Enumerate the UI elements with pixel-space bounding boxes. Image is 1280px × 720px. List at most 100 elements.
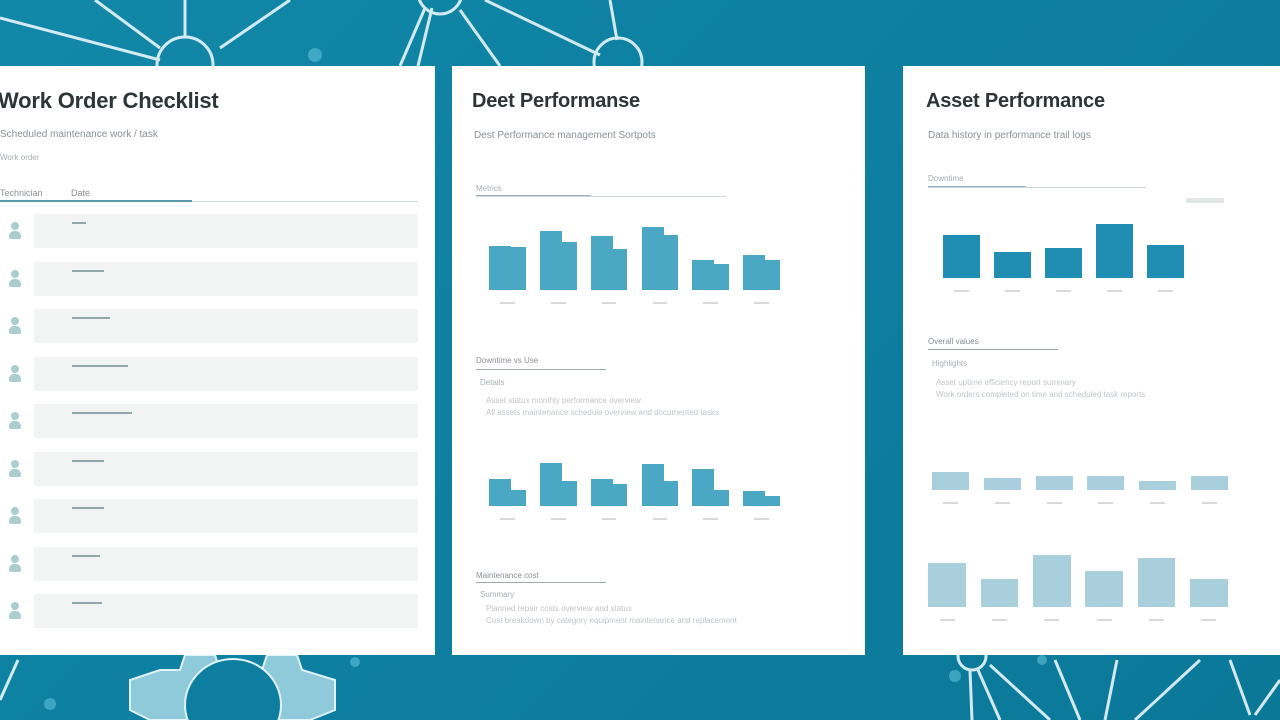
bar[interactable] — [539, 462, 562, 506]
x-tick-label — [1150, 502, 1165, 504]
panel-subtitle: Dest Performance management Sortpots — [474, 130, 656, 141]
bar[interactable] — [1138, 480, 1177, 490]
bar[interactable] — [692, 260, 715, 290]
active-tab-indicator — [0, 200, 192, 202]
checklist-row[interactable] — [0, 546, 418, 581]
x-tick-label — [652, 302, 668, 304]
column-header-technician[interactable]: Technician — [0, 188, 43, 198]
bar[interactable] — [994, 251, 1031, 278]
bar[interactable] — [641, 227, 664, 290]
bar[interactable] — [1096, 223, 1133, 278]
panel-subtitle: Data history in performance trail logs — [928, 130, 1091, 141]
section-sublabel: Highlights — [932, 359, 968, 368]
bar[interactable] — [928, 563, 966, 607]
bar[interactable] — [932, 471, 970, 490]
panel-title: Asset Performance — [926, 90, 1105, 112]
checklist-row[interactable] — [0, 499, 418, 533]
row-text-placeholder — [72, 269, 104, 272]
user-icon — [8, 459, 22, 480]
metrics-bar-chart[interactable] — [482, 216, 787, 304]
x-tick-label — [1096, 619, 1112, 621]
bar-segment[interactable] — [612, 249, 628, 290]
column-header-date[interactable]: Date — [71, 188, 91, 198]
downtime-bar-chart[interactable] — [936, 212, 1191, 292]
bar-segment[interactable] — [765, 260, 780, 290]
x-tick-label — [601, 518, 617, 520]
bar[interactable] — [1032, 555, 1071, 607]
bar[interactable] — [1147, 245, 1184, 278]
bar-segment[interactable] — [663, 234, 679, 290]
bar-segment[interactable] — [561, 480, 577, 506]
row-text-placeholder — [72, 554, 100, 557]
bar[interactable] — [943, 235, 980, 278]
row-background — [34, 451, 418, 486]
section-label-overall-values: Overall values — [928, 337, 979, 346]
panel-title: Work Order Checklist — [0, 88, 219, 113]
section-sublabel: Summary — [480, 590, 515, 599]
x-tick-label — [943, 502, 959, 504]
user-icon — [8, 554, 22, 575]
panel-meta: Work order — [0, 153, 40, 162]
x-tick-label — [1107, 290, 1122, 292]
checklist-row[interactable] — [0, 356, 418, 391]
asset-performance-panel-middle: Deet Performanse Dest Performance manage… — [452, 66, 865, 655]
bar[interactable] — [1190, 475, 1228, 490]
row-background — [34, 261, 418, 296]
bar[interactable] — [1045, 248, 1082, 278]
bar[interactable] — [489, 245, 512, 290]
section-label-downtime-vs-use: Downtime vs Use — [476, 356, 539, 365]
bar[interactable] — [1035, 475, 1073, 490]
overall-values-bar-chart-2[interactable] — [921, 542, 1235, 621]
bar-segment[interactable] — [561, 241, 577, 290]
x-tick-label — [995, 502, 1010, 504]
row-text-placeholder — [72, 602, 102, 604]
bar[interactable] — [1087, 475, 1125, 490]
bar[interactable] — [590, 479, 613, 506]
bar-segment[interactable] — [663, 480, 679, 506]
bar[interactable] — [983, 477, 1022, 490]
x-tick-label — [500, 518, 515, 520]
checklist-row[interactable] — [0, 261, 418, 296]
bar-segment[interactable] — [511, 489, 526, 506]
bar[interactable] — [1189, 579, 1228, 607]
bar[interactable] — [743, 254, 766, 290]
row-text-placeholder — [72, 317, 110, 319]
bar[interactable] — [590, 236, 613, 290]
bar[interactable] — [1085, 571, 1123, 607]
x-tick-label — [1098, 502, 1114, 504]
user-icon — [8, 317, 22, 337]
bar[interactable] — [692, 468, 715, 506]
bar[interactable] — [489, 479, 512, 506]
x-tick-label — [1005, 290, 1020, 292]
panel-title: Deet Performanse — [472, 90, 640, 112]
checklist-row[interactable] — [0, 404, 418, 438]
x-tick-label — [550, 518, 566, 520]
bar[interactable] — [641, 464, 664, 506]
user-icon — [8, 269, 22, 290]
section-divider — [928, 187, 1146, 188]
bar[interactable] — [980, 579, 1019, 607]
bar-segment[interactable] — [612, 483, 628, 506]
section-text-line: All assets maintenance schedule overview… — [486, 408, 720, 417]
x-tick-label — [754, 518, 769, 520]
checklist-row[interactable] — [0, 309, 418, 343]
checklist-row[interactable] — [0, 214, 418, 248]
legend-chip — [1186, 198, 1224, 203]
downtime-bar-chart[interactable] — [482, 446, 787, 520]
user-icon — [8, 364, 22, 385]
bar[interactable] — [1137, 558, 1176, 607]
section-sublabel: Details — [480, 378, 505, 387]
checklist-row[interactable] — [0, 451, 418, 486]
overall-values-bar-chart[interactable] — [925, 452, 1235, 504]
bar-segment[interactable] — [511, 247, 526, 290]
bar[interactable] — [743, 491, 766, 506]
bar-segment[interactable] — [765, 495, 780, 506]
row-background — [34, 214, 418, 248]
x-tick-label — [601, 302, 617, 304]
bar-segment[interactable] — [714, 489, 730, 506]
bar-segment[interactable] — [714, 264, 730, 290]
bar[interactable] — [539, 230, 562, 290]
work-order-panel: Work Order Checklist Scheduled maintenan… — [0, 66, 435, 655]
section-accent — [928, 186, 1026, 187]
checklist-row[interactable] — [0, 594, 418, 628]
